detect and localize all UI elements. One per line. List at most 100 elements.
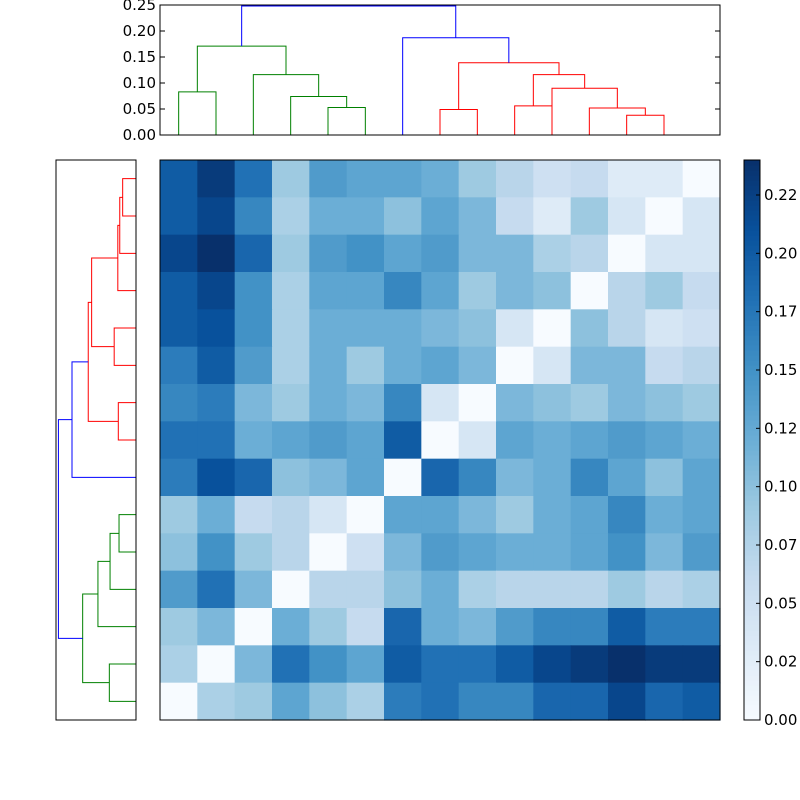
heatmap-cell: [234, 160, 273, 198]
heatmap-cell: [309, 645, 348, 684]
colorbar-segment: [744, 625, 760, 631]
colorbar-segment: [744, 290, 760, 296]
colorbar-segment: [744, 405, 760, 411]
colorbar-segment: [744, 210, 760, 216]
heatmap-cell: [496, 384, 534, 422]
colorbar-segment: [744, 215, 760, 221]
left-dendrogram: [55, 159, 137, 721]
heatmap-cell: [309, 682, 348, 721]
top-dendrogram-link: [290, 96, 348, 135]
left-dendrogram-link: [97, 560, 136, 628]
heatmap-cell: [682, 346, 721, 385]
heatmap-cell: [682, 421, 721, 460]
colorbar-segment: [744, 225, 760, 231]
heatmap-cell: [309, 533, 348, 572]
colorbar-segment: [744, 525, 760, 531]
colorbar-tick-label: 0.05: [764, 594, 797, 612]
top-dendrogram-link: [178, 91, 217, 135]
heatmap-cell: [309, 160, 348, 198]
heatmap-cell: [496, 309, 534, 348]
colorbar-segment: [744, 285, 760, 291]
colorbar-segment: [744, 295, 760, 301]
heatmap-cell: [682, 645, 721, 684]
colorbar-segment: [744, 620, 760, 626]
heatmap-cell: [346, 570, 385, 609]
colorbar-segment: [744, 310, 760, 316]
heatmap-cell: [346, 496, 385, 534]
left-dendrogram-link: [122, 178, 136, 217]
heatmap-frame: [159, 159, 721, 721]
heatmap-cell: [384, 645, 422, 684]
heatmap-cell: [496, 234, 534, 273]
colorbar-segment: [744, 665, 760, 671]
heatmap-cell: [608, 608, 646, 646]
colorbar-frame: [743, 159, 761, 721]
colorbar-segment: [744, 520, 760, 526]
heatmap-cell: [533, 496, 572, 534]
colorbar-segment: [744, 490, 760, 496]
heatmap-cell: [346, 384, 385, 422]
colorbar-segment: [744, 360, 760, 366]
top-dendrogram: 0.00 0.05 0.10 0.15 0.20 0.25: [123, 0, 721, 144]
heatmap-cell: [234, 197, 273, 236]
heatmap-cell: [570, 458, 609, 497]
colorbar-segment: [744, 455, 760, 461]
heatmap-cell: [272, 197, 310, 236]
heatmap-cell: [309, 458, 348, 497]
colorbar-segment: [744, 280, 760, 286]
heatmap-cell: [496, 272, 534, 310]
colorbar-segment: [744, 255, 760, 261]
left-dendrogram-link: [119, 196, 136, 254]
colorbar-segment: [744, 510, 760, 516]
colorbar-segment: [744, 420, 760, 426]
colorbar-segment: [744, 485, 760, 491]
heatmap-cell: [384, 421, 422, 460]
colorbar-segment: [744, 430, 760, 436]
heatmap-cell: [645, 272, 684, 310]
left-dendrogram-link: [109, 532, 136, 590]
heatmap-cell: [682, 682, 721, 721]
top-dendrogram-tick-label: 0.15: [123, 48, 156, 66]
colorbar-segment: [744, 175, 760, 181]
heatmap-cell: [160, 421, 198, 460]
top-dendrogram-link: [402, 37, 510, 135]
colorbar-segment: [744, 330, 760, 336]
colorbar-segment: [744, 585, 760, 591]
heatmap-cell: [234, 234, 273, 273]
heatmap-cell: [533, 608, 572, 646]
heatmap-cell: [272, 160, 310, 198]
heatmap-cell: [458, 682, 497, 721]
colorbar-segment: [744, 550, 760, 556]
colorbar-segment: [744, 685, 760, 691]
heatmap-cell: [496, 496, 534, 534]
heatmap-cell: [421, 197, 460, 236]
heatmap-cell: [160, 160, 198, 198]
top-dendrogram-link: [626, 114, 665, 135]
heatmap-cell: [682, 570, 721, 609]
colorbar-tick-label: 0.15: [764, 361, 797, 379]
top-dendrogram-link: [458, 62, 560, 110]
colorbar-segment: [744, 395, 760, 401]
colorbar-segment: [744, 415, 760, 421]
heatmap-cell: [496, 608, 534, 646]
colorbar-segment: [744, 305, 760, 311]
heatmap-cell: [533, 197, 572, 236]
colorbar-segment: [744, 615, 760, 621]
heatmap-cell: [384, 533, 422, 572]
heatmap-cell: [272, 570, 310, 609]
colorbar-segment: [744, 170, 760, 176]
colorbar-segment: [744, 440, 760, 446]
heatmap-cell: [197, 458, 236, 497]
heatmap-cell: [234, 346, 273, 385]
colorbar-segment: [744, 240, 760, 246]
colorbar-segment: [744, 580, 760, 586]
heatmap-cell: [346, 421, 385, 460]
colorbar-segment: [744, 270, 760, 276]
heatmap-cell: [234, 645, 273, 684]
colorbar-segment: [744, 570, 760, 576]
heatmap-cell: [570, 608, 609, 646]
left-dendrogram-link: [57, 419, 83, 639]
heatmap-cell: [346, 346, 385, 385]
top-dendrogram-link: [514, 105, 553, 135]
